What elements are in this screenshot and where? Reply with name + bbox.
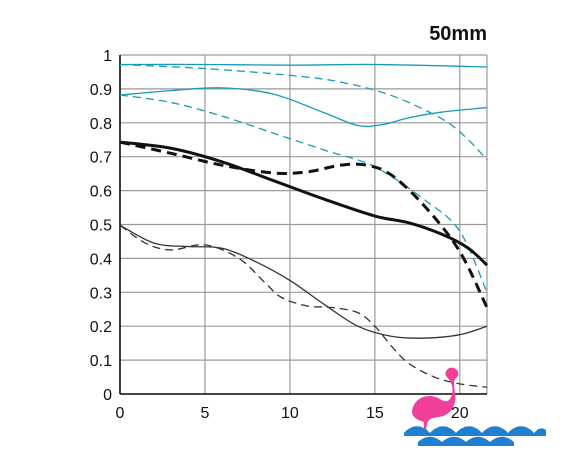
series-lines [119,63,489,388]
y-tick-label: 1 [103,48,112,65]
y-tick-label: 0.5 [90,218,112,235]
x-tick-labels: 0 5 10 15 20 [116,405,469,422]
y-tick-label: 0.9 [90,82,112,99]
y-tick-label: 0.4 [90,251,112,268]
y-tick-label: 0.1 [90,353,112,370]
wave-icon [418,436,514,446]
y-tick-label: 0.6 [90,184,112,201]
y-tick-label: 0.7 [90,150,112,167]
y-tick-label: 0 [103,387,112,404]
x-tick-label: 20 [451,405,469,422]
series-line-2 [119,63,488,161]
wave-icon [404,426,546,436]
x-tick-label: 15 [366,405,384,422]
y-tick-label: 0.2 [90,319,112,336]
y-tick-label: 0.8 [90,116,112,133]
series-line-4 [119,94,488,293]
x-tick-label: 5 [201,405,210,422]
flamingo-waves-logo [404,367,546,446]
chart-title: 50mm [429,23,487,45]
series-line-3 [119,87,488,128]
flamingo-icon [412,367,459,430]
series-line-5 [119,140,489,267]
y-tick-label: 0.3 [90,285,112,302]
series-line-6 [119,140,489,309]
series-line-1 [119,63,488,68]
y-tick-labels: 0 0.1 0.2 0.3 0.4 0.5 0.6 0.7 0.8 0.9 1 [90,48,112,404]
x-tick-label: 10 [281,405,299,422]
x-tick-label: 0 [116,405,125,422]
grid [119,54,488,395]
series-line-8 [119,224,488,388]
series-line-7 [119,224,488,339]
